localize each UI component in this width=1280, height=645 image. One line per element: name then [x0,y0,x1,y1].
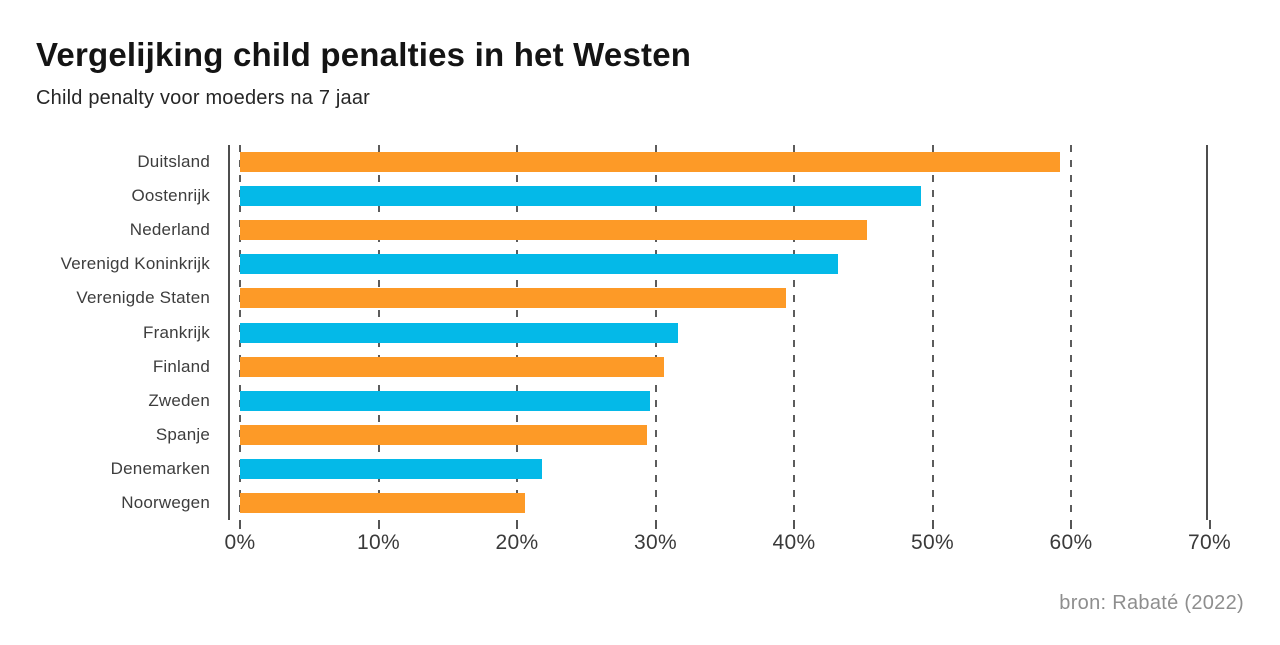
x-axis-tick-20% [516,520,518,529]
bar-denemarken [240,458,542,479]
x-axis-tick-30% [654,520,657,529]
category-label-frankrijk: Frankrijk [143,322,210,342]
x-axis-tick-0% [239,520,241,529]
category-label-verenigde-staten: Verenigde Staten [76,288,210,308]
category-label-zweden: Zweden [148,390,210,410]
x-tick-label-40%: 40% [772,531,816,554]
x-tick-label-10%: 10% [357,531,400,554]
x-tick-label-70%: 70% [1188,531,1231,554]
bar-spanje [240,424,648,445]
gridline-40% [793,145,795,520]
bar-chart: Duitsland Oostenrijk Nederland Verenigd Kon… [0,145,1280,554]
x-tick-label-60%: 60% [1049,531,1093,554]
category-label-spanje: Spanje [155,424,210,444]
category-label-verenigd-koninkrijk: Verenigd Koninkrijk [60,254,210,274]
x-axis-tick-40% [793,520,795,529]
gridline-60% [1070,145,1072,520]
chart-subtitle: Child penalty voor moeders na 7 jaar [36,87,371,109]
bar-noorwegen [240,492,526,513]
x-tick-label-50%: 50% [911,531,954,554]
category-label-oostenrijk: Oostenrijk [131,186,210,206]
bar-oostenrijk [240,186,922,207]
x-axis-tick-70% [1208,520,1211,529]
category-label-finland: Finland [152,356,210,376]
plot-area: 0% 10% 20% 30% 40% 50% 60% 70% [225,145,1231,554]
category-label-denemarken: Denemarken [110,458,210,478]
chart-title: Vergelijking child penalties in het West… [36,36,692,73]
x-tick-label-20%: 20% [495,531,539,554]
bar-zweden [240,390,650,411]
category-label-nederland: Nederland [129,220,210,240]
bar-verenigd-koninkrijk [240,254,839,275]
bar-nederland [240,220,868,241]
x-axis-tick-60% [1070,520,1072,529]
gridline-50% [931,145,934,520]
bar-frankrijk [240,322,678,343]
bar-duitsland [240,152,1060,173]
category-label-duitsland: Duitsland [137,152,210,172]
bar-finland [240,356,664,377]
source-credit: bron: Rabaté (2022) [1059,592,1244,614]
category-labels: Duitsland Oostenrijk Nederland Verenigd Kon… [0,145,210,520]
x-axis-tick-50% [931,520,934,529]
category-label-noorwegen: Noorwegen [121,492,210,512]
x-tick-label-0%: 0% [224,531,256,554]
bar-verenigde-staten [240,288,786,309]
x-axis-tick-10% [377,520,380,529]
x-tick-label-30%: 30% [634,531,677,554]
